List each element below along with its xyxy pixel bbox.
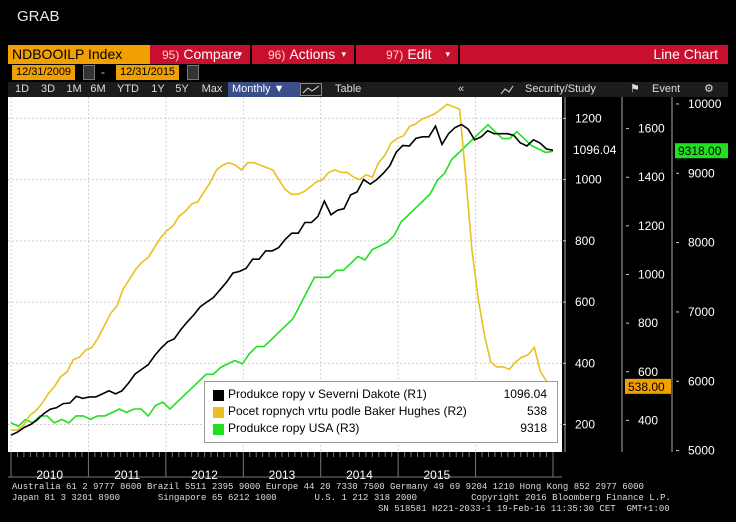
legend-value: 9318 bbox=[520, 421, 547, 435]
series-line-r2 bbox=[11, 103, 554, 431]
collapse-icon[interactable]: « bbox=[458, 83, 465, 95]
dropdown-arrow-icon: ▾ bbox=[445, 49, 450, 59]
legend-value: 538 bbox=[526, 404, 547, 418]
legend-label: Pocet ropnych vrtu podle Baker Hughes (R… bbox=[228, 404, 467, 418]
security-study-button[interactable]: Security/Study bbox=[525, 83, 596, 95]
axis-tick-label-r2: 1000 bbox=[638, 268, 665, 282]
last-value-box-r3 bbox=[675, 143, 728, 159]
x-axis-label: 2012 bbox=[191, 468, 218, 482]
footer-contacts: Australia 61 2 9777 8600 Brazil 5511 239… bbox=[12, 482, 644, 492]
axis-tick-label-r3: 6000 bbox=[688, 374, 715, 388]
legend-label: Produkce ropy USA (R3) bbox=[228, 421, 360, 435]
axis-tick-label-r3: 8000 bbox=[688, 236, 715, 250]
actions-button[interactable]: 96) Actions ▾ bbox=[254, 45, 356, 64]
axis-tick-label-r1: 1000 bbox=[575, 173, 602, 187]
last-value-label-r1: 1096.04 bbox=[573, 143, 617, 157]
axis-tick-label-r1: 800 bbox=[575, 234, 595, 248]
chart-type-label[interactable]: Line Chart bbox=[653, 46, 718, 62]
period-button-5y[interactable]: 5Y bbox=[175, 83, 189, 95]
axes: 200 400 600 800 1000 1200 400 600 800 1000 1200 140… bbox=[563, 97, 722, 458]
axis-tick-label-r1: 600 bbox=[575, 295, 595, 309]
axis-tick-label-r2: 400 bbox=[638, 413, 658, 427]
series-lines bbox=[10, 103, 554, 436]
legend-item: Produkce ropy v Severni Dakote (R1) 1096.… bbox=[213, 387, 553, 403]
last-value-labels: 1096.04 538.00 9318.00 bbox=[573, 143, 728, 394]
axis-tick-label-r3: 7000 bbox=[688, 305, 715, 319]
x-axis: 2010 2011 2012 2013 2014 2015 bbox=[8, 452, 562, 482]
legend-item: Pocet ropnych vrtu podle Baker Hughes (R… bbox=[213, 404, 553, 420]
axis-tick-label-r3: 5000 bbox=[688, 444, 715, 458]
axis-tick-label-r1: 400 bbox=[575, 356, 595, 370]
last-value-box-r2 bbox=[625, 378, 671, 394]
x-axis-label: 2010 bbox=[36, 468, 63, 482]
axis-tick-label-r2: 1200 bbox=[638, 219, 665, 233]
frequency-select[interactable]: Monthly ▼ bbox=[228, 82, 300, 97]
last-value-label-r3: 9318.00 bbox=[678, 144, 722, 158]
edit-button[interactable]: 97) Edit ▾ bbox=[358, 45, 460, 64]
ticker-field[interactable]: NDBOOILP Index bbox=[8, 45, 150, 64]
period-toolbar bbox=[8, 82, 728, 97]
end-date-field[interactable]: 12/31/2015 bbox=[116, 65, 180, 80]
footer-timestamp: SN 518581 H221-2033-1 19-Feb-16 11:35:30… bbox=[378, 504, 670, 514]
window-title: GRAB bbox=[17, 8, 60, 25]
period-button-1y[interactable]: 1Y bbox=[151, 83, 165, 95]
x-axis-label: 2011 bbox=[114, 468, 140, 482]
axis-tick-label-r2: 800 bbox=[638, 316, 658, 330]
study-chart-icon[interactable] bbox=[500, 82, 516, 97]
calendar-icon[interactable] bbox=[187, 65, 199, 80]
period-button-1d[interactable]: 1D bbox=[14, 83, 30, 95]
legend-swatch bbox=[213, 407, 224, 418]
compare-button[interactable]: 95) Compare ▾ bbox=[152, 45, 252, 64]
axis-tick-label-r2: 600 bbox=[638, 365, 658, 379]
chart-legend: Produkce ropy v Severni Dakote (R1) 1096.… bbox=[204, 381, 558, 443]
legend-item: Produkce ropy USA (R3) 9318 bbox=[213, 421, 553, 437]
last-value-label-r2: 538.00 bbox=[628, 380, 665, 394]
footer-contacts-2: Japan 81 3 3201 8900 Singapore 65 6212 1… bbox=[12, 493, 671, 503]
start-date-field[interactable]: 12/31/2009 bbox=[12, 65, 76, 80]
main-toolbar bbox=[8, 45, 728, 64]
axis-tick-label-r2: 1600 bbox=[638, 122, 665, 136]
axis-tick-label-r1: 1200 bbox=[575, 111, 602, 125]
legend-swatch bbox=[213, 424, 224, 435]
x-axis-label: 2013 bbox=[269, 468, 296, 482]
table-button[interactable]: Table bbox=[335, 83, 362, 95]
legend-value: 1096.04 bbox=[503, 387, 547, 401]
period-button-1m[interactable]: 1M bbox=[66, 83, 82, 95]
series-line-r1 bbox=[10, 123, 554, 436]
period-button-ytd[interactable]: YTD bbox=[117, 83, 139, 95]
axis-tick-label-r1: 200 bbox=[575, 417, 595, 431]
axis-tick-label-r3: 9000 bbox=[688, 166, 715, 180]
line-chart-icon[interactable] bbox=[300, 83, 322, 96]
x-axis-label: 2014 bbox=[346, 468, 373, 482]
event-button[interactable]: Event bbox=[652, 83, 681, 95]
period-button-max[interactable]: Max bbox=[201, 83, 223, 95]
calendar-icon[interactable] bbox=[83, 65, 95, 80]
axis-tick-label-r3: 10000 bbox=[688, 97, 722, 111]
x-axis-label: 2015 bbox=[424, 468, 451, 482]
flag-icon[interactable]: ⚑ bbox=[630, 83, 640, 95]
date-separator: - bbox=[101, 65, 105, 79]
period-button-6m[interactable]: 6M bbox=[90, 83, 106, 95]
period-button-3d[interactable]: 3D bbox=[40, 83, 56, 95]
legend-swatch bbox=[213, 390, 224, 401]
dropdown-arrow-icon: ▾ bbox=[237, 49, 242, 59]
axis-tick-label-r2: 1400 bbox=[638, 170, 665, 184]
dropdown-arrow-icon: ▾ bbox=[341, 49, 346, 59]
legend-label: Produkce ropy v Severni Dakote (R1) bbox=[228, 387, 427, 401]
gear-icon[interactable]: ⚙ bbox=[704, 83, 714, 95]
